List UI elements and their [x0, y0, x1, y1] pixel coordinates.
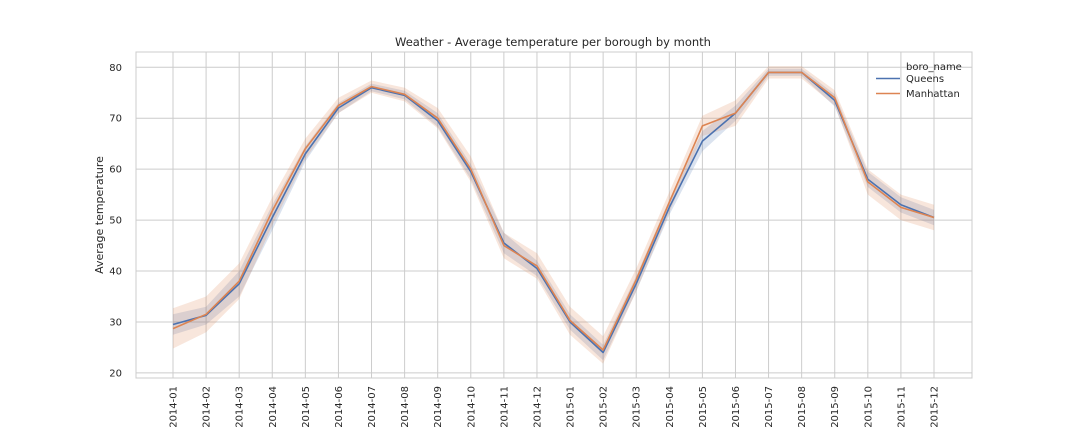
confidence-bands	[173, 66, 934, 364]
plot-area	[136, 52, 972, 378]
x-tick-label: 2014-12	[532, 386, 543, 428]
x-axis-ticks: 2014-01 2014-02 2014-03 2014-04 2014-05 2014-…	[169, 386, 941, 428]
y-axis-ticks: 20 30 40 50 60 70 80	[109, 63, 122, 380]
x-tick-label: 2015-06	[731, 386, 742, 428]
series-lines	[172, 71, 935, 354]
x-tick-label: 2014-05	[301, 386, 312, 428]
legend-title: boro_name	[906, 62, 962, 73]
x-tick-label: 2014-11	[499, 386, 510, 428]
y-axis-label: Average temperature	[93, 156, 106, 274]
x-tick-label: 2015-03	[632, 386, 643, 428]
series-line-manhattan	[172, 71, 935, 351]
y-tick-label: 70	[109, 114, 122, 125]
x-tick-label: 2014-02	[202, 386, 213, 428]
x-tick-label: 2014-09	[433, 386, 444, 428]
x-tick-label: 2015-09	[830, 386, 841, 428]
x-tick-label: 2015-04	[665, 386, 676, 428]
x-tick-label: 2015-05	[698, 386, 709, 428]
x-tick-label: 2014-01	[169, 386, 180, 428]
y-tick-label: 30	[109, 317, 122, 328]
plot-frame	[135, 51, 973, 379]
x-tick-label: 2014-10	[466, 386, 477, 428]
x-tick-label: 2015-02	[599, 386, 610, 428]
y-tick-label: 50	[109, 216, 122, 227]
x-tick-label: 2015-01	[566, 386, 577, 428]
y-tick-label: 20	[109, 368, 122, 379]
chart-title: Weather - Average temperature per boroug…	[395, 35, 711, 49]
x-tick-label: 2014-07	[367, 386, 378, 428]
confidence-band-manhattan	[173, 66, 934, 364]
x-tick-label: 2014-08	[400, 386, 411, 428]
x-tick-label: 2015-07	[764, 386, 775, 428]
legend-label-manhattan: Manhattan	[906, 89, 960, 100]
x-tick-label: 2015-10	[863, 386, 874, 428]
x-tick-label: 2014-04	[268, 386, 279, 428]
x-tick-label: 2015-08	[797, 386, 808, 428]
y-tick-label: 60	[109, 165, 122, 176]
y-tick-label: 40	[109, 267, 122, 278]
confidence-band-queens	[173, 68, 934, 361]
x-tick-label: 2015-12	[930, 386, 941, 428]
x-tick-label: 2014-06	[334, 386, 345, 428]
x-tick-label: 2015-11	[896, 386, 907, 428]
legend: boro_name Queens Manhattan	[876, 62, 962, 100]
x-tick-label: 2014-03	[235, 386, 246, 428]
legend-label-queens: Queens	[906, 74, 944, 85]
y-tick-label: 80	[109, 63, 122, 74]
